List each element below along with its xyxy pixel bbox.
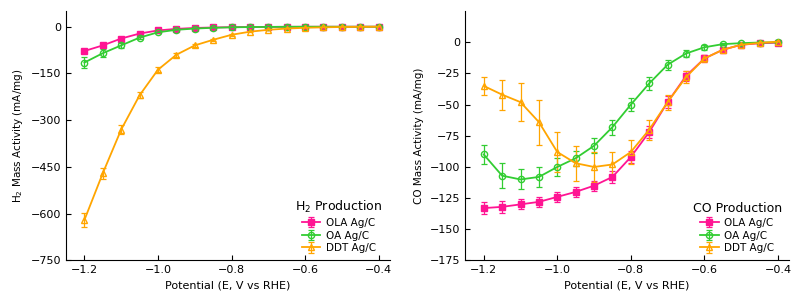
Y-axis label: H$_2$ Mass Activity (mA/mg): H$_2$ Mass Activity (mA/mg) [11,69,25,203]
Legend: OLA Ag/C, OA Ag/C, DDT Ag/C: OLA Ag/C, OA Ag/C, DDT Ag/C [690,200,783,255]
X-axis label: Potential (E, V vs RHE): Potential (E, V vs RHE) [165,281,290,291]
Legend: OLA Ag/C, OA Ag/C, DDT Ag/C: OLA Ag/C, OA Ag/C, DDT Ag/C [292,197,384,255]
X-axis label: Potential (E, V vs RHE): Potential (E, V vs RHE) [564,281,689,291]
Y-axis label: CO Mass Activity (mA/mg): CO Mass Activity (mA/mg) [414,68,424,204]
